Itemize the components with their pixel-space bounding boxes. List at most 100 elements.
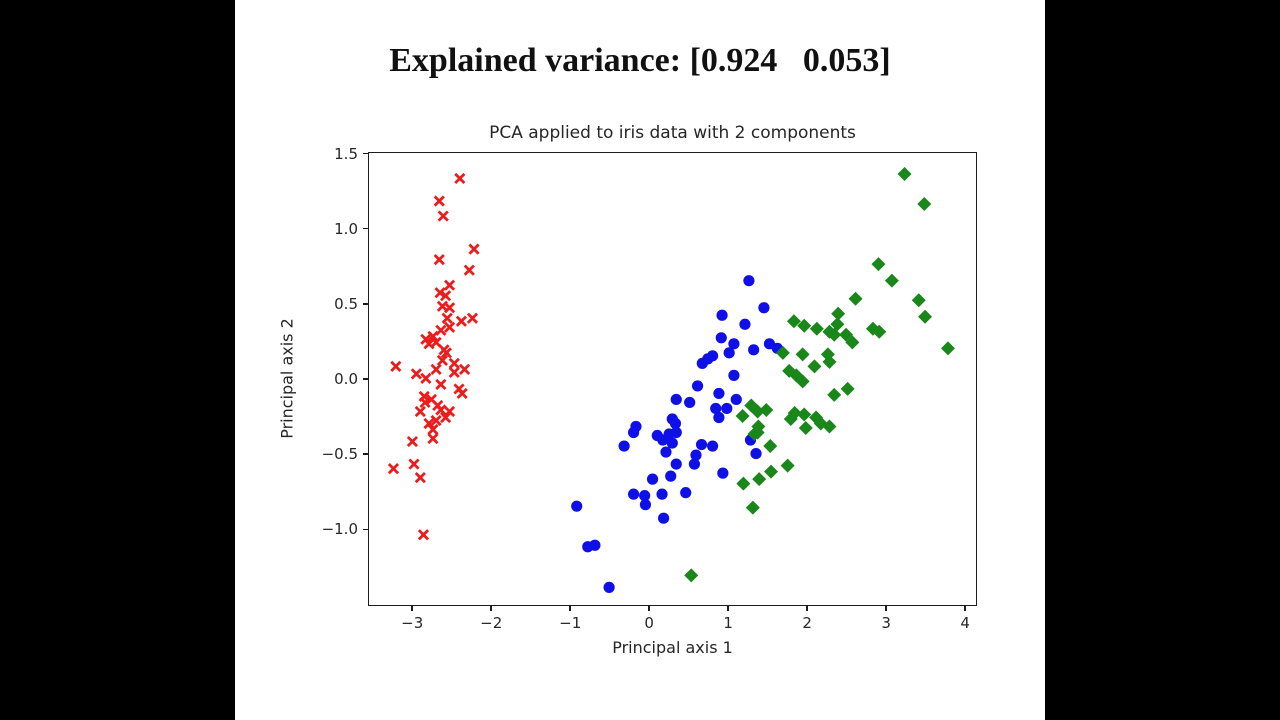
data-point-cluster-green-diamond [807, 359, 822, 374]
figure-suptitle: Explained variance: [0.924 0.053] [389, 42, 891, 79]
data-point-cluster-red-x [430, 363, 442, 375]
data-point-cluster-blue-circle [739, 318, 751, 330]
x-tick-mark [885, 606, 887, 611]
x-tick-mark [648, 606, 650, 611]
data-point-cluster-green-diamond [918, 309, 933, 324]
data-point-cluster-blue-circle [748, 344, 760, 356]
data-point-cluster-blue-circle [690, 449, 702, 461]
data-point-cluster-blue-circle [713, 411, 725, 424]
data-point-cluster-red-x [433, 254, 445, 266]
y-tick-label: 1.5 [334, 144, 358, 163]
data-point-cluster-green-diamond [917, 197, 932, 212]
data-point-cluster-green-diamond [809, 321, 824, 336]
data-point-cluster-green-diamond [940, 341, 955, 356]
letterbox-right [1045, 0, 1280, 720]
data-point-cluster-red-x [437, 210, 449, 222]
data-point-cluster-blue-circle [627, 488, 640, 500]
data-point-cluster-red-x [390, 360, 402, 372]
data-point-cluster-blue-circle [657, 434, 669, 446]
data-point-cluster-red-x [443, 405, 456, 418]
data-point-cluster-red-x [441, 312, 453, 324]
y-tick-label: 1.0 [334, 219, 358, 238]
plot-area [368, 152, 977, 606]
data-point-cluster-red-x [440, 347, 452, 359]
data-point-cluster-green-diamond [831, 306, 846, 321]
axes-title: PCA applied to iris data with 2 componen… [489, 123, 856, 143]
data-point-cluster-green-diamond [684, 568, 699, 583]
data-point-cluster-blue-circle [666, 437, 678, 449]
data-point-cluster-red-x [434, 287, 446, 299]
data-point-cluster-blue-circle [571, 500, 583, 512]
data-point-cluster-blue-circle [670, 393, 682, 406]
data-point-cluster-green-diamond [789, 368, 804, 383]
y-tick-mark [363, 453, 368, 455]
data-point-cluster-red-x [448, 357, 460, 369]
data-point-cluster-green-diamond [795, 347, 810, 362]
y-tick-label: 0.5 [334, 294, 358, 313]
data-point-cluster-blue-circle [721, 402, 733, 415]
data-point-cluster-blue-circle [710, 402, 722, 415]
data-point-cluster-blue-circle [669, 417, 682, 430]
data-point-cluster-red-x [440, 411, 452, 424]
data-point-cluster-blue-circle [639, 499, 652, 511]
data-point-cluster-blue-circle [730, 393, 742, 406]
data-point-cluster-red-x [458, 363, 471, 375]
data-point-cluster-blue-circle [688, 458, 701, 470]
matplotlib-figure: Explained variance: [0.924 0.053] PCA ap… [235, 0, 1045, 720]
data-point-cluster-blue-circle [627, 426, 640, 439]
x-tick-label: −2 [480, 614, 503, 632]
x-axis-label: Principal axis 1 [612, 638, 733, 657]
data-point-cluster-red-x [410, 368, 422, 380]
data-point-cluster-blue-circle [743, 275, 755, 287]
data-point-cluster-blue-circle [750, 447, 762, 460]
x-tick-mark [964, 606, 966, 611]
y-axis-label: Principal axis 2 [277, 318, 297, 439]
data-point-cluster-green-diamond [798, 421, 813, 436]
data-point-cluster-blue-circle [680, 487, 692, 499]
y-tick-label: −0.5 [321, 445, 358, 464]
data-point-cluster-blue-circle [702, 353, 714, 365]
data-point-cluster-green-diamond [911, 293, 926, 308]
data-point-cluster-green-diamond [750, 425, 765, 440]
x-tick-label: −3 [401, 614, 424, 632]
data-point-cluster-blue-circle [728, 369, 740, 381]
data-point-cluster-green-diamond [736, 476, 751, 491]
data-point-cluster-blue-circle [646, 473, 659, 485]
data-point-cluster-red-x [455, 315, 467, 327]
data-point-cluster-green-diamond [848, 291, 863, 306]
data-point-cluster-red-x [427, 432, 439, 445]
y-tick-mark [363, 378, 368, 380]
data-point-cluster-green-diamond [759, 402, 774, 417]
data-point-cluster-blue-circle [717, 467, 729, 479]
data-point-cluster-blue-circle [639, 490, 651, 502]
data-point-cluster-green-diamond [775, 345, 790, 360]
y-tick-label: −1.0 [321, 520, 358, 539]
data-point-cluster-green-diamond [735, 408, 750, 423]
x-tick-label: 2 [802, 614, 812, 632]
data-point-cluster-red-x [443, 302, 456, 314]
data-point-cluster-red-x [417, 529, 430, 541]
data-point-cluster-red-x [419, 396, 431, 409]
data-point-cluster-red-x [427, 423, 439, 436]
data-point-cluster-green-diamond [745, 500, 760, 515]
data-point-cluster-blue-circle [660, 446, 672, 458]
data-point-cluster-blue-circle [684, 396, 696, 409]
data-point-cluster-green-diamond [820, 347, 835, 362]
data-point-cluster-red-x [456, 387, 468, 400]
data-point-cluster-blue-circle [603, 581, 615, 593]
data-point-cluster-green-diamond [827, 387, 842, 402]
data-point-cluster-blue-circle [670, 426, 682, 439]
data-point-cluster-blue-circle [670, 458, 682, 470]
data-point-cluster-red-x [435, 404, 447, 416]
data-point-cluster-green-diamond [822, 354, 837, 369]
data-point-cluster-blue-circle [706, 440, 719, 452]
data-point-cluster-blue-circle [656, 488, 668, 500]
data-point-cluster-red-x [408, 458, 420, 470]
data-point-cluster-red-x [463, 264, 475, 276]
data-point-cluster-red-x [443, 279, 456, 291]
data-point-cluster-green-diamond [840, 381, 855, 396]
data-point-cluster-green-diamond [797, 407, 812, 422]
x-tick-mark [490, 606, 492, 611]
x-tick-mark [806, 606, 808, 611]
